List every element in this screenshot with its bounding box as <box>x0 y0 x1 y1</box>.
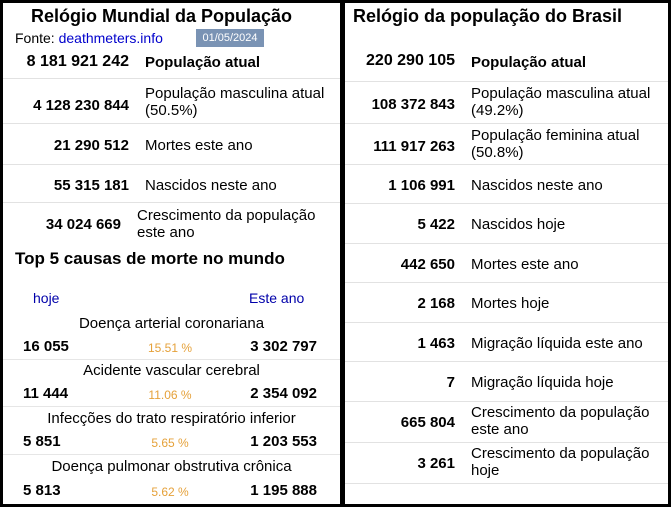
stat-value: 665 804 <box>400 414 455 431</box>
divider <box>3 406 340 407</box>
stat-value: 111 917 263 <box>373 138 455 155</box>
stat-label: Migração líquida este ano <box>471 335 643 352</box>
stat-label: População masculina atual (50.5%) <box>145 85 325 119</box>
stat-value: 21 290 512 <box>53 137 129 154</box>
stat-label: População masculina atual (49.2%) <box>471 85 651 119</box>
cause-percent: 5.62 % <box>151 485 189 499</box>
stat-value: 5 422 <box>417 216 455 233</box>
stat-value: 220 290 105 <box>366 52 455 69</box>
stat-label: População feminina atual (50.8%) <box>471 127 640 161</box>
world-stat-row: 34 024 669 Crescimento da população este… <box>3 202 340 241</box>
stat-label: Migração líquida hoje <box>471 374 614 391</box>
cause-item: Infecções do trato respiratório inferior… <box>3 407 340 455</box>
world-stat-row: 55 315 181 Nascidos neste ano <box>3 164 340 194</box>
cause-name: Acidente vascular cerebral <box>83 362 260 379</box>
brazil-stat-row: 3 261 Crescimento da população hoje <box>345 442 668 479</box>
world-stat-row: 4 128 230 844 População masculina atual … <box>3 78 340 119</box>
stat-label: Nascidos neste ano <box>471 177 603 194</box>
stat-label: Mortes este ano <box>471 256 579 273</box>
source-line: Fonte: deathmeters.info <box>15 30 163 46</box>
stat-label: População atual <box>145 54 261 71</box>
stat-value: 108 372 843 <box>371 96 455 113</box>
cause-item: Doença arterial coronariana 16 055 15.51… <box>3 313 340 361</box>
stat-value: 55 315 181 <box>53 177 129 194</box>
cause-name: Doença arterial coronariana <box>78 315 265 332</box>
brazil-stat-row: 665 804 Crescimento da população este an… <box>345 401 668 438</box>
world-clock-panel: Relógio Mundial da População Fonte: deat… <box>3 3 340 504</box>
stat-label: Crescimento da população este ano <box>137 207 316 241</box>
divider <box>3 454 340 455</box>
stat-label: Crescimento da população este ano <box>471 404 650 438</box>
stat-value: 3 261 <box>417 455 455 472</box>
brazil-stat-row: 2 168 Mortes hoje <box>345 282 668 312</box>
stat-label: Crescimento da população hoje <box>471 445 650 479</box>
divider <box>3 359 340 360</box>
stat-label: Mortes este ano <box>145 137 253 154</box>
brazil-stat-row: 111 917 263 População feminina atual (50… <box>345 123 668 161</box>
brazil-stat-row: 1 106 991 Nascidos neste ano <box>345 164 668 194</box>
divider <box>345 483 668 484</box>
stat-value: 1 463 <box>417 335 455 352</box>
cause-percent: 11.06 % <box>148 388 192 402</box>
brazil-stat-row: 1 463 Migração líquida este ano <box>345 322 668 352</box>
stat-value: 8 181 921 242 <box>26 53 129 70</box>
cause-percent: 5.65 % <box>151 436 189 450</box>
source-label: Fonte: <box>15 30 55 46</box>
stat-value: 1 106 991 <box>388 177 455 194</box>
brazil-clock-title: Relógio da população do Brasil <box>353 6 623 26</box>
brazil-stat-row: 442 650 Mortes este ano <box>345 243 668 273</box>
brazil-clock-panel: Relógio da população do Brasil 220 290 1… <box>345 3 668 504</box>
stat-label: População atual <box>471 54 587 71</box>
stat-value: 4 128 230 844 <box>33 97 129 114</box>
cause-item: Doença pulmonar obstrutiva crônica 5 813… <box>3 455 340 503</box>
stat-label: Nascidos neste ano <box>145 177 277 194</box>
stat-value: 34 024 669 <box>45 216 121 233</box>
causes-title: Top 5 causas de morte no mundo <box>15 249 285 268</box>
cause-year: 3 302 797 <box>250 338 317 355</box>
brazil-stat-row: 108 372 843 População masculina atual (4… <box>345 81 668 119</box>
cause-year: 1 195 888 <box>250 482 317 499</box>
source-link[interactable]: deathmeters.info <box>58 30 163 46</box>
brazil-stat-row: 5 422 Nascidos hoje <box>345 203 668 233</box>
cause-year: 2 354 092 <box>250 385 317 402</box>
col-today-header: hoje <box>33 290 60 306</box>
stat-value: 442 650 <box>400 256 455 273</box>
world-clock-title: Relógio Mundial da População <box>31 6 293 26</box>
cause-name: Doença pulmonar obstrutiva crônica <box>51 458 292 475</box>
stat-value: 7 <box>446 374 455 391</box>
stat-value: 2 168 <box>417 295 455 312</box>
date-badge: 01/05/2024 <box>196 29 264 47</box>
brazil-stat-row: 7 Migração líquida hoje <box>345 361 668 391</box>
cause-today: 16 055 <box>23 338 69 355</box>
col-year-header: Este ano <box>249 290 305 306</box>
cause-name: Infecções do trato respiratório inferior <box>47 410 296 427</box>
cause-today: 5 813 <box>23 482 61 499</box>
cause-percent: 15.51 % <box>147 341 193 355</box>
cause-item: Acidente vascular cerebral 11 444 11.06 … <box>3 360 340 408</box>
stat-label: Mortes hoje <box>471 295 550 312</box>
cause-today: 5 851 <box>23 433 61 450</box>
cause-year: 1 203 553 <box>250 433 317 450</box>
world-stat-row: 21 290 512 Mortes este ano <box>3 123 340 154</box>
brazil-stat-row: 220 290 105 População atual <box>345 43 668 81</box>
stat-label: Nascidos hoje <box>471 216 566 233</box>
cause-today: 11 444 <box>23 385 69 402</box>
